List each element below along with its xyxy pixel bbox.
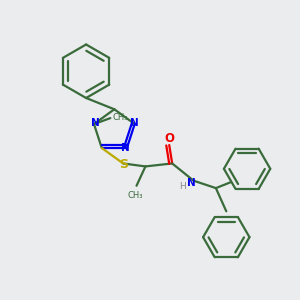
Text: H: H <box>179 182 186 191</box>
Text: S: S <box>119 158 128 170</box>
Text: N: N <box>130 118 139 128</box>
Text: N: N <box>121 143 130 153</box>
Text: CH₃: CH₃ <box>112 113 128 122</box>
Text: O: O <box>165 132 175 145</box>
Text: CH₃: CH₃ <box>127 191 143 200</box>
Text: N: N <box>187 178 196 188</box>
Text: N: N <box>91 118 100 128</box>
